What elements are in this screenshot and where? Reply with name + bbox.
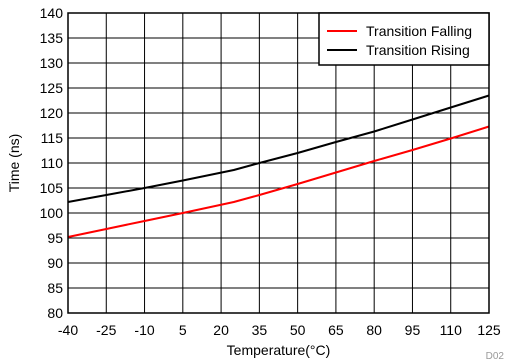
x-tick-label: -40 <box>58 322 78 338</box>
y-tick-label: 130 <box>40 55 64 71</box>
y-tick-label: 100 <box>40 205 64 221</box>
legend-label-falling: Transition Falling <box>366 23 472 39</box>
x-axis-label: Temperature(°C) <box>227 342 331 358</box>
y-tick-label: 110 <box>41 155 64 171</box>
y-tick-label: 90 <box>47 255 63 271</box>
x-tick-label: 20 <box>213 322 229 338</box>
x-tick-label: 95 <box>405 322 421 338</box>
y-tick-label: 125 <box>40 80 64 96</box>
y-tick-label: 95 <box>47 230 63 246</box>
legend: Transition Falling Transition Rising <box>318 12 490 66</box>
x-tick-label: 110 <box>440 322 463 338</box>
y-axis-ticks: 80 85 90 95 100 105 110 115 120 125 130 135 140 <box>40 5 64 321</box>
y-axis-label: Time (ns) <box>6 134 22 193</box>
x-tick-label: -10 <box>134 322 154 338</box>
series-line-transition-rising <box>67 94 490 203</box>
x-tick-label: 125 <box>477 322 501 338</box>
y-tick-label: 135 <box>40 30 64 46</box>
y-tick-label: 120 <box>40 105 64 121</box>
x-tick-label: 65 <box>328 322 344 338</box>
y-tick-label: 105 <box>40 180 64 196</box>
x-axis-ticks: -40 -25 -10 5 20 35 50 65 80 95 110 125 <box>58 322 501 338</box>
legend-box <box>318 12 490 66</box>
y-tick-label: 115 <box>41 130 64 146</box>
x-tick-label: -25 <box>96 322 116 338</box>
x-tick-label: 5 <box>179 322 187 338</box>
x-tick-label: 50 <box>290 322 306 338</box>
plot-area <box>67 12 490 314</box>
y-tick-label: 85 <box>47 280 63 296</box>
y-tick-label: 80 <box>47 305 63 321</box>
figure-id: D02 <box>486 351 505 362</box>
x-tick-label: 80 <box>366 322 382 338</box>
series-layer <box>67 94 490 238</box>
x-tick-label: 35 <box>252 322 268 338</box>
y-tick-label: 140 <box>40 5 64 21</box>
legend-label-rising: Transition Rising <box>366 42 470 58</box>
series-line-transition-falling <box>67 125 490 238</box>
